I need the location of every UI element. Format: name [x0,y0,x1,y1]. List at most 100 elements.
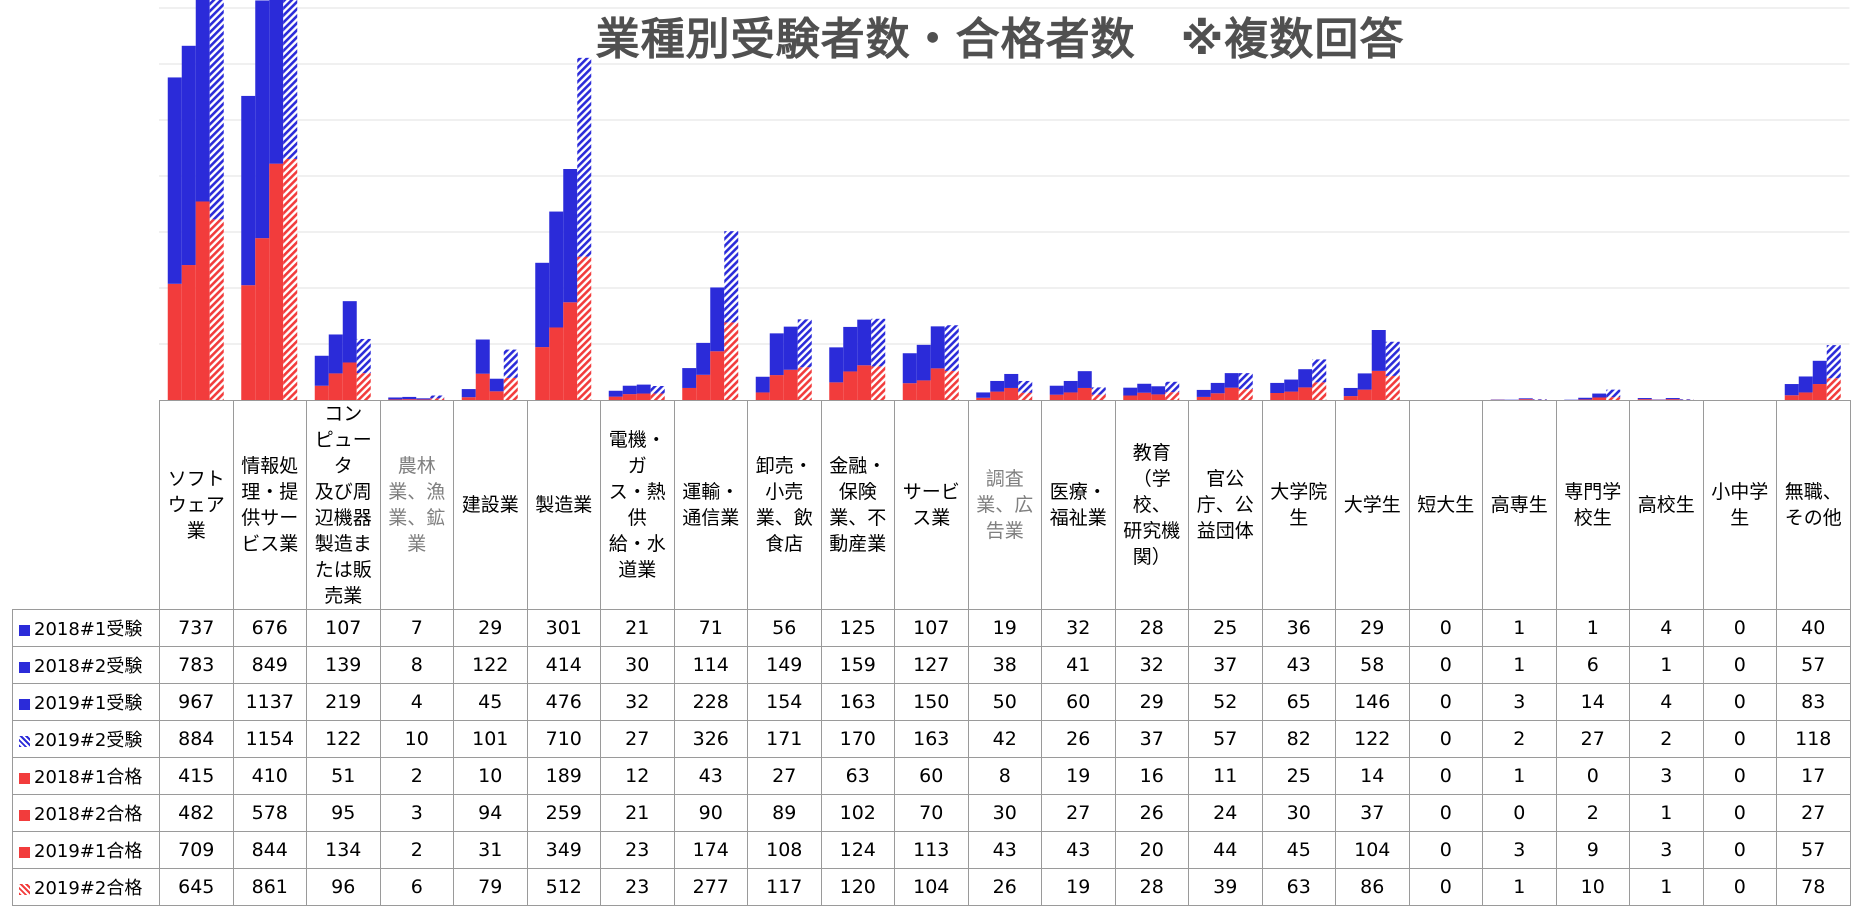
table-cell: 150 [894,683,969,721]
table-cell: 174 [673,831,748,869]
bar-exam [283,0,298,159]
table-cell: 410 [232,757,307,795]
table-cell: 127 [894,646,969,684]
table-cell: 79 [453,868,528,906]
category-label-line: 大学生 [1343,494,1401,516]
category-label-line: 道業 [618,559,657,581]
bar-pass [1151,394,1166,400]
table-cell: 3 [1482,831,1557,869]
table-cell: 102 [820,794,895,832]
table-cell: 861 [232,868,307,906]
table-cell: 27 [747,757,822,795]
category-label-line: 卸売・ [755,455,813,477]
bar-pass [976,397,991,400]
table-cell: 57 [1776,831,1851,869]
table-cell: 56 [747,609,822,647]
category-label-line: コン [324,403,363,425]
bar-exam [181,45,196,266]
bar-exam [195,0,210,202]
bar-exam [356,338,371,374]
bar-exam [1077,371,1092,388]
bar-pass [1063,392,1078,400]
table-cell: 122 [1335,720,1410,758]
bar-exam [388,397,403,400]
table-cell: 21 [600,794,675,832]
bar-exam [944,325,959,371]
table-cell: 415 [159,757,234,795]
table-cell: 159 [820,646,895,684]
table-cell: 43 [1041,831,1116,869]
bar-exam [402,396,417,400]
bar-pass [636,393,651,400]
bar-pass [682,387,697,400]
bar-pass [328,373,343,400]
bar-pass [755,392,770,400]
table-cell: 0 [1408,720,1483,758]
table-cell: 120 [820,868,895,906]
bar-exam [1578,397,1593,400]
category-label-line: ス業 [912,507,951,529]
category-label: 教育 （学校、 研究機 関） [1114,400,1189,610]
table-cell: 7 [379,609,454,647]
table-cell: 107 [894,609,969,647]
category-label-line: ソフト [167,468,225,490]
category-label-line: 業 [407,533,427,555]
category-label-line: 校生 [1573,507,1612,529]
series-label-cell: 2019#1受験 [12,683,160,721]
table-cell: 0 [1555,757,1630,795]
table-cell: 26 [1041,720,1116,758]
bar-pass [1371,370,1386,400]
table-cell: 17 [1776,757,1851,795]
bar-exam [1665,398,1680,400]
category-label-line: サービ [902,481,960,503]
bar-exam [255,0,270,239]
table-cell: 967 [159,683,234,721]
table-cell: 63 [820,757,895,795]
table-cell: 37 [1114,720,1189,758]
bar-exam [1165,381,1180,393]
category-label-line: 金融・ [829,455,887,477]
table-cell: 645 [159,868,234,906]
table-cell: 44 [1188,831,1263,869]
bar-exam [797,319,812,368]
table-cell: 326 [673,720,748,758]
bar-pass [1196,396,1211,400]
category-label: コン ピュータ 及び周 辺機器 製造ま たは販 売業 [306,400,381,610]
bar-pass [195,201,210,400]
table-cell: 0 [1408,794,1483,832]
table-cell: 1154 [232,720,307,758]
category-label-line: 調査 [985,468,1024,490]
legend-swatch [19,847,30,858]
bar-pass [1123,395,1138,400]
bar-pass [1210,393,1225,400]
category-label: 電機・ガ ス・熱供 給・水 道業 [600,400,675,610]
bar-exam [1063,380,1078,393]
bar-exam [535,262,550,348]
table-cell: 45 [1261,831,1336,869]
bar-pass [402,399,417,400]
table-cell: 0 [1702,868,1777,906]
category-label-line: 高校生 [1637,494,1695,516]
table-cell: 3 [379,794,454,832]
legend-swatch [19,884,30,895]
bar-exam [1826,345,1841,379]
category-label-line: 生 [1730,507,1750,529]
table-cell: 82 [1261,720,1336,758]
category-label: 金融・ 保険 業、不 動産業 [820,400,895,610]
table-cell: 24 [1188,794,1263,832]
bar-pass [1385,375,1400,400]
table-cell: 25 [1261,757,1336,795]
gridlines [159,7,1850,345]
bar-pass [696,374,711,400]
category-label: 専門学 校生 [1555,400,1630,610]
bar-pass [1091,394,1106,400]
bar-pass [577,256,592,400]
category-label-line: 理・提 [241,481,299,503]
table-cell: 63 [1261,868,1336,906]
legend-swatch [19,810,30,821]
table-cell: 26 [967,868,1042,906]
bar-pass [1812,384,1827,400]
table-cell: 58 [1335,646,1410,684]
category-label: 医療・ 福祉業 [1041,400,1116,610]
bar-pass [843,371,858,400]
